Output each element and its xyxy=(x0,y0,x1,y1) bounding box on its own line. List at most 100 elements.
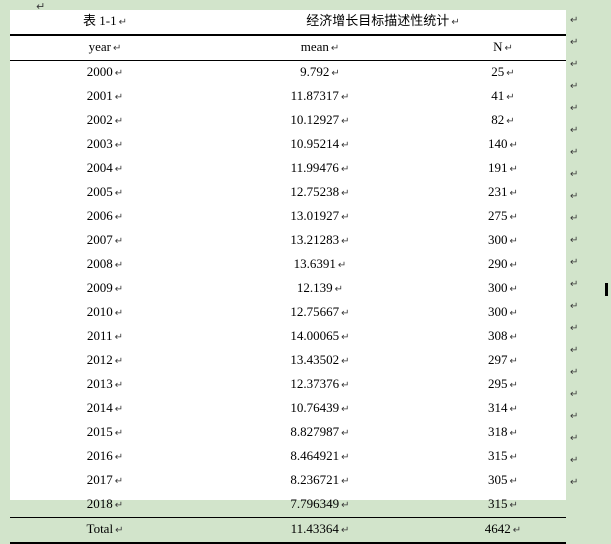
n-cell[interactable]: 191 ↵ xyxy=(440,157,566,181)
n-cell[interactable]: 308 ↵ xyxy=(440,325,566,349)
cell-end-mark: ↵ xyxy=(337,260,347,271)
year-cell[interactable]: 2010 ↵ xyxy=(10,301,200,325)
cell-end-mark: ↵ xyxy=(341,332,350,343)
year-cell[interactable]: 2005 ↵ xyxy=(10,181,200,205)
mean-cell[interactable]: 13.01927 ↵ xyxy=(200,205,440,229)
n-cell[interactable]: 305 ↵ xyxy=(440,469,566,493)
mean-cell[interactable]: 13.6391 ↵ xyxy=(200,253,440,277)
table-row: 2008 ↵ 13.6391 ↵ 290 ↵ xyxy=(10,253,566,277)
n-cell[interactable]: 41 ↵ xyxy=(440,85,566,109)
year-cell[interactable]: 2012 ↵ xyxy=(10,349,200,373)
row-end-mark: ↵ xyxy=(570,301,579,312)
year-cell[interactable]: 2014 ↵ xyxy=(10,397,200,421)
row-end-mark: ↵ xyxy=(570,389,579,400)
year-cell[interactable]: 2011 ↵ xyxy=(10,325,200,349)
cell-end-mark: ↵ xyxy=(341,140,350,151)
n-value: 140 xyxy=(488,136,508,151)
n-value: 315 xyxy=(488,496,508,511)
mean-cell[interactable]: 12.75667 ↵ xyxy=(200,301,440,325)
cell-end-mark: ↵ xyxy=(118,17,127,28)
header-year: year xyxy=(88,39,111,54)
mean-value: 8.236721 xyxy=(290,472,340,487)
total-label-cell[interactable]: Total ↵ xyxy=(10,517,200,544)
cell-end-mark: ↵ xyxy=(509,308,518,319)
year-cell[interactable]: 2006 ↵ xyxy=(10,205,200,229)
table-row: 2014 ↵ 10.76439 ↵ 314 ↵ xyxy=(10,397,566,421)
n-cell[interactable]: 82 ↵ xyxy=(440,109,566,133)
year-cell[interactable]: 2004 ↵ xyxy=(10,157,200,181)
mean-cell[interactable]: 13.21283 ↵ xyxy=(200,229,440,253)
scrollbar-thumb[interactable] xyxy=(605,283,608,296)
n-cell[interactable]: 295 ↵ xyxy=(440,373,566,397)
n-cell[interactable]: 315 ↵ xyxy=(440,493,566,518)
year-value: 2000 xyxy=(86,64,113,79)
mean-cell[interactable]: 11.87317 ↵ xyxy=(200,85,440,109)
mean-value: 12.37376 xyxy=(290,376,340,391)
total-mean-cell[interactable]: 11.43364 ↵ xyxy=(200,517,440,544)
n-cell[interactable]: 318 ↵ xyxy=(440,421,566,445)
mean-cell[interactable]: 11.99476 ↵ xyxy=(200,157,440,181)
mean-cell[interactable]: 10.95214 ↵ xyxy=(200,133,440,157)
n-cell[interactable]: 315 ↵ xyxy=(440,445,566,469)
n-cell[interactable]: 300 ↵ xyxy=(440,277,566,301)
mean-cell[interactable]: 9.792 ↵ xyxy=(200,61,440,86)
mean-cell[interactable]: 12.139 ↵ xyxy=(200,277,440,301)
n-cell[interactable]: 25 ↵ xyxy=(440,61,566,86)
cell-end-mark: ↵ xyxy=(509,188,518,199)
total-n-cell[interactable]: 4642 ↵ xyxy=(440,517,566,544)
mean-cell[interactable]: 8.464921 ↵ xyxy=(200,445,440,469)
cell-end-mark: ↵ xyxy=(509,500,518,511)
caption-title-cell[interactable]: 经济增长目标描述性统计 ↵ xyxy=(200,10,566,35)
year-cell[interactable]: 2001 ↵ xyxy=(10,85,200,109)
year-cell[interactable]: 2017 ↵ xyxy=(10,469,200,493)
cell-end-mark: ↵ xyxy=(341,356,350,367)
mean-cell[interactable]: 8.827987 ↵ xyxy=(200,421,440,445)
n-cell[interactable]: 140 ↵ xyxy=(440,133,566,157)
mean-cell[interactable]: 12.37376 ↵ xyxy=(200,373,440,397)
mean-cell[interactable]: 13.43502 ↵ xyxy=(200,349,440,373)
n-value: 315 xyxy=(488,448,508,463)
header-year-cell[interactable]: year ↵ xyxy=(10,34,200,61)
mean-cell[interactable]: 10.12927 ↵ xyxy=(200,109,440,133)
year-cell[interactable]: 2003 ↵ xyxy=(10,133,200,157)
year-cell[interactable]: 2007 ↵ xyxy=(10,229,200,253)
n-cell[interactable]: 275 ↵ xyxy=(440,205,566,229)
header-n-cell[interactable]: N ↵ xyxy=(440,34,566,61)
mean-cell[interactable]: 7.796349 ↵ xyxy=(200,493,440,518)
year-cell[interactable]: 2000 ↵ xyxy=(10,61,200,86)
year-cell[interactable]: 2008 ↵ xyxy=(10,253,200,277)
year-cell[interactable]: 2018 ↵ xyxy=(10,493,200,518)
year-cell[interactable]: 2002 ↵ xyxy=(10,109,200,133)
n-cell[interactable]: 300 ↵ xyxy=(440,301,566,325)
row-end-mark: ↵ xyxy=(570,191,579,202)
year-value: 2002 xyxy=(86,112,113,127)
n-cell[interactable]: 300 ↵ xyxy=(440,229,566,253)
mean-value: 14.00065 xyxy=(290,328,340,343)
cell-end-mark: ↵ xyxy=(114,116,124,127)
cell-end-mark: ↵ xyxy=(509,332,518,343)
table-row: 2002 ↵ 10.12927 ↵ 82 ↵ xyxy=(10,109,566,133)
mean-cell[interactable]: 8.236721 ↵ xyxy=(200,469,440,493)
mean-cell[interactable]: 12.75238 ↵ xyxy=(200,181,440,205)
year-cell[interactable]: 2016 ↵ xyxy=(10,445,200,469)
header-mean-cell[interactable]: mean ↵ xyxy=(200,34,440,61)
cell-end-mark: ↵ xyxy=(114,500,124,511)
mean-cell[interactable]: 14.00065 ↵ xyxy=(200,325,440,349)
mean-value: 12.139 xyxy=(296,280,333,295)
year-value: 2015 xyxy=(86,424,113,439)
n-cell[interactable]: 297 ↵ xyxy=(440,349,566,373)
total-row: Total ↵ 11.43364 ↵ 4642 ↵ xyxy=(10,517,566,544)
year-cell[interactable]: 2013 ↵ xyxy=(10,373,200,397)
table-row: 2006 ↵ 13.01927 ↵ 275 ↵ xyxy=(10,205,566,229)
n-cell[interactable]: 290 ↵ xyxy=(440,253,566,277)
n-cell[interactable]: 314 ↵ xyxy=(440,397,566,421)
n-cell[interactable]: 231 ↵ xyxy=(440,181,566,205)
cell-end-mark: ↵ xyxy=(341,452,350,463)
caption-label-cell[interactable]: 表 1-1 ↵ xyxy=(10,10,200,35)
mean-cell[interactable]: 10.76439 ↵ xyxy=(200,397,440,421)
cell-end-mark: ↵ xyxy=(341,404,350,415)
cell-end-mark: ↵ xyxy=(509,452,518,463)
table-row: 2001 ↵ 11.87317 ↵ 41 ↵ xyxy=(10,85,566,109)
year-cell[interactable]: 2009 ↵ xyxy=(10,277,200,301)
year-cell[interactable]: 2015 ↵ xyxy=(10,421,200,445)
